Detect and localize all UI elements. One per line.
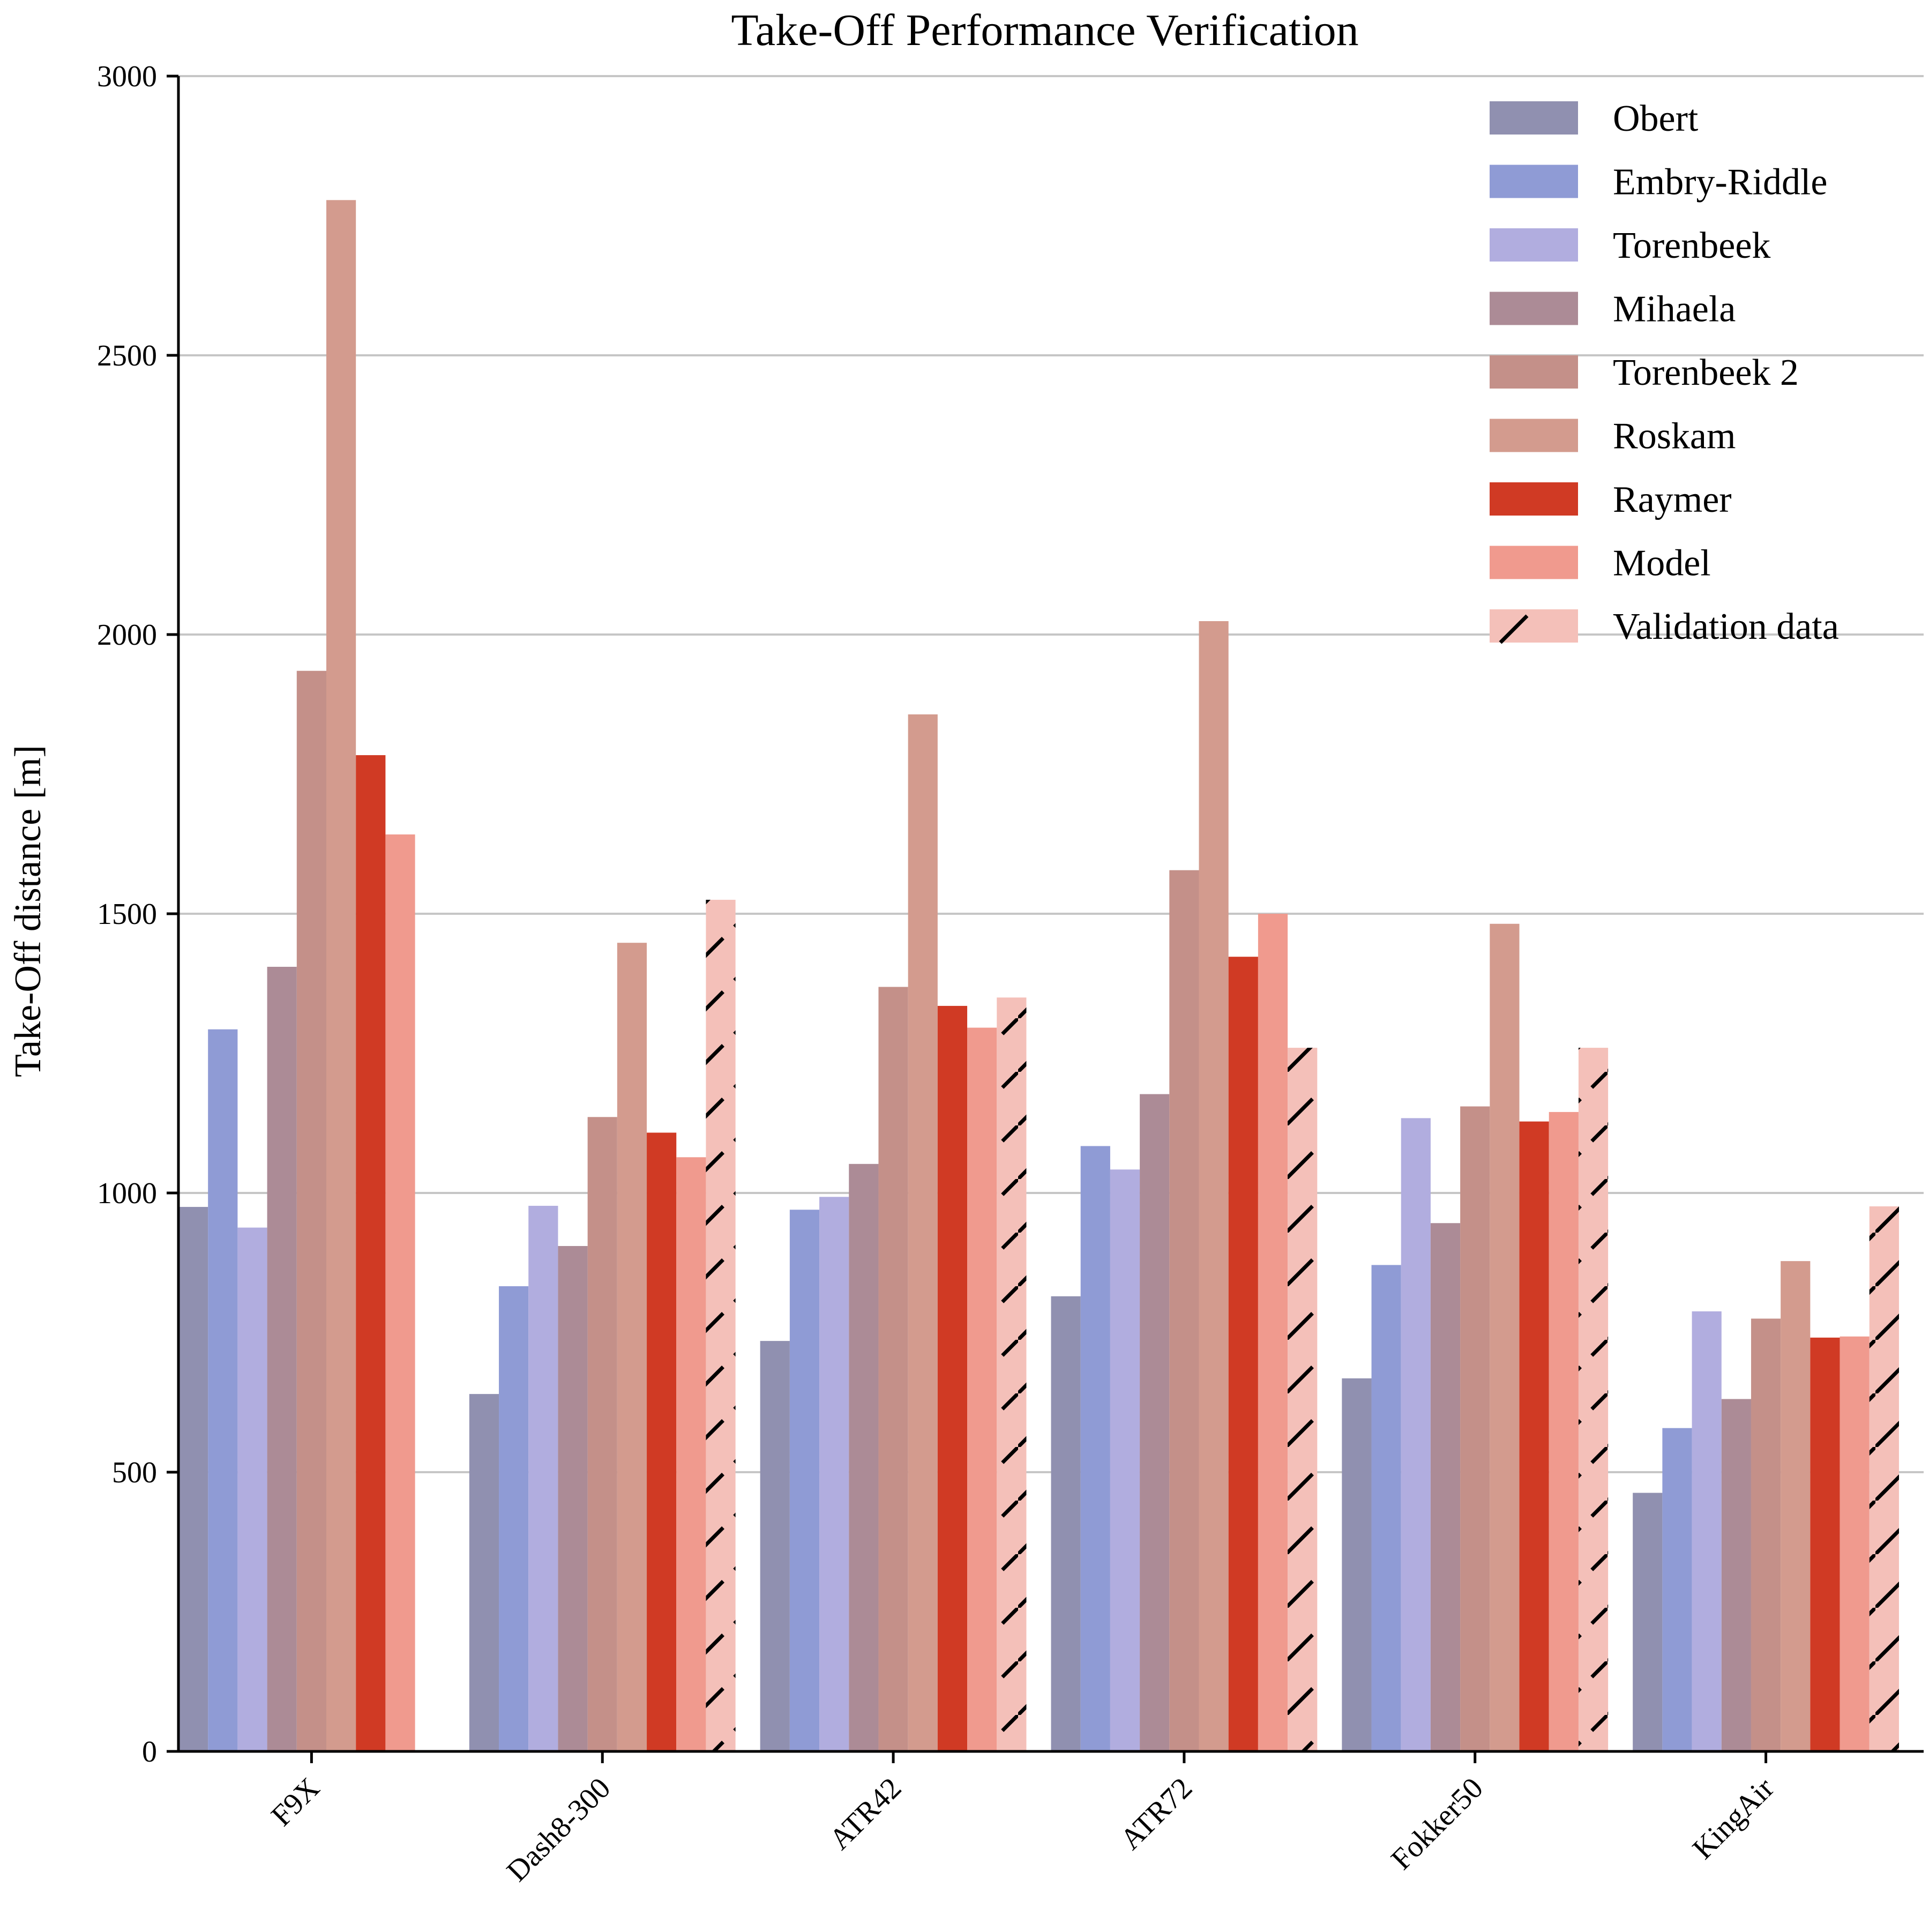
- y-tick-label: 500: [112, 1456, 157, 1489]
- bar: [617, 943, 647, 1751]
- y-tick-label: 1500: [97, 898, 157, 931]
- x-tick-label: KingAir: [1686, 1771, 1781, 1866]
- bar-hatch: [706, 900, 735, 1751]
- bar: [1140, 1094, 1169, 1751]
- y-axis-label: Take-Off distance [m]: [8, 745, 49, 1077]
- bar: [819, 1197, 849, 1751]
- y-tick-label: 2500: [97, 339, 157, 372]
- x-tick-label: ATR72: [1114, 1771, 1199, 1856]
- bar: [647, 1132, 676, 1751]
- legend-label: Model: [1613, 543, 1711, 584]
- bar: [178, 1207, 208, 1751]
- bar: [1520, 1122, 1549, 1751]
- bar: [1258, 914, 1288, 1751]
- bar: [1460, 1106, 1490, 1751]
- bar: [1372, 1265, 1401, 1751]
- bar: [1490, 924, 1519, 1751]
- bar: [908, 714, 938, 1751]
- bar: [1169, 870, 1199, 1751]
- legend-swatch: [1490, 228, 1578, 262]
- y-tick-label: 1000: [97, 1177, 157, 1210]
- y-tick-label: 0: [142, 1735, 157, 1769]
- bar: [1722, 1399, 1751, 1751]
- bar: [1751, 1318, 1781, 1751]
- bar: [1633, 1493, 1662, 1751]
- bar: [267, 967, 297, 1751]
- bar: [297, 671, 326, 1751]
- legend-swatch: [1490, 101, 1578, 135]
- bar: [967, 1028, 997, 1751]
- bar: [326, 200, 356, 1751]
- bar: [558, 1246, 587, 1751]
- legend-label: Torenbeek: [1613, 225, 1770, 266]
- legend-label: Obert: [1613, 98, 1699, 139]
- bar: [1051, 1296, 1081, 1751]
- x-tick-label: ATR42: [823, 1771, 908, 1856]
- bar: [849, 1164, 878, 1751]
- x-tick-label: Dash8-300: [500, 1771, 617, 1888]
- bar: [1401, 1118, 1431, 1751]
- bar: [1431, 1223, 1460, 1751]
- bar: [208, 1030, 237, 1751]
- bar: [1229, 957, 1258, 1751]
- legend-label: Validation data: [1613, 606, 1839, 647]
- legend: Obert Embry-Riddle Torenbeek Mihaela Torenbe…: [1490, 98, 1839, 647]
- bar: [588, 1117, 617, 1751]
- legend-swatch: [1490, 292, 1578, 325]
- bar-hatch: [1579, 1048, 1608, 1751]
- bar: [760, 1341, 790, 1751]
- legend-label: Torenbeek 2: [1613, 352, 1799, 393]
- legend-swatch: [1490, 165, 1578, 198]
- y-tick-label: 3000: [97, 60, 157, 93]
- bar: [1781, 1261, 1810, 1751]
- bar: [1081, 1146, 1110, 1751]
- bar: [385, 834, 415, 1751]
- bar: [878, 987, 908, 1751]
- y-tick-label: 2000: [97, 618, 157, 652]
- bar-hatch: [1288, 1048, 1317, 1751]
- bar: [469, 1394, 499, 1751]
- bar: [499, 1286, 528, 1751]
- legend-label: Mihaela: [1613, 289, 1736, 330]
- bar: [1810, 1338, 1840, 1751]
- x-tick-label: F9X: [265, 1771, 326, 1832]
- bar-hatch: [997, 997, 1026, 1751]
- bar: [1342, 1378, 1371, 1751]
- gridlines: [178, 76, 1924, 1472]
- bar: [676, 1157, 706, 1751]
- bar-hatch: [1870, 1206, 1899, 1751]
- legend-label: Raymer: [1613, 479, 1732, 520]
- bar: [237, 1228, 267, 1751]
- bar: [1549, 1112, 1579, 1751]
- bar: [1692, 1311, 1722, 1751]
- legend-swatch: [1490, 355, 1578, 389]
- legend-swatch: [1490, 546, 1578, 579]
- bar: [1199, 621, 1229, 1751]
- bar: [1110, 1169, 1140, 1751]
- legend-swatch: [1490, 482, 1578, 516]
- bar: [1840, 1337, 1870, 1751]
- x-tick-label: Fokker50: [1385, 1771, 1490, 1876]
- bar: [356, 755, 385, 1751]
- legend-label: Embry-Riddle: [1613, 162, 1827, 203]
- bar: [1662, 1428, 1692, 1751]
- legend-label: Roskam: [1613, 416, 1736, 457]
- bar: [528, 1206, 558, 1751]
- bar: [938, 1006, 967, 1751]
- legend-swatch: [1490, 419, 1578, 452]
- chart-title: Take-Off Performance Verification: [731, 5, 1358, 55]
- bar: [790, 1210, 819, 1751]
